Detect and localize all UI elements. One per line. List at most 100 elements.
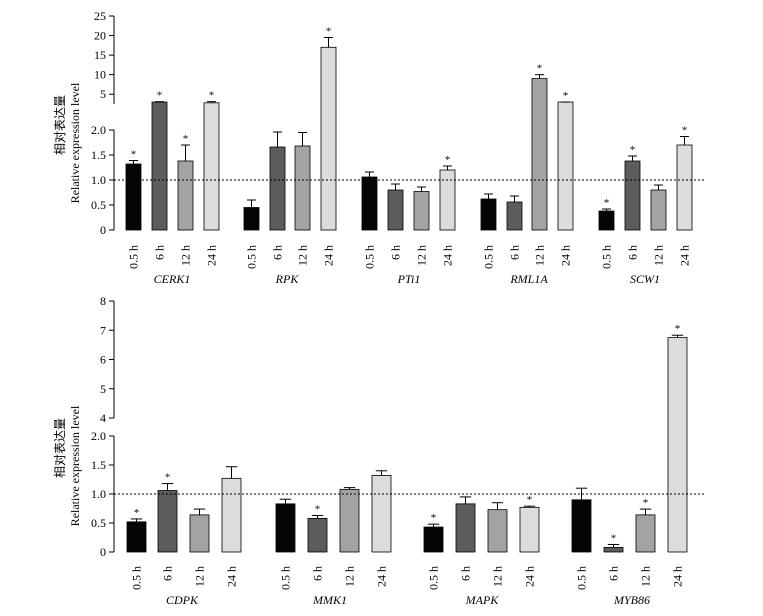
x-category-label: 6 h: [311, 566, 325, 581]
x-category-label: 6 h: [389, 245, 403, 260]
significance-star: *: [630, 144, 636, 156]
x-category-label: 6 h: [271, 245, 285, 260]
gene-label-CDPK: CDPK: [166, 593, 199, 607]
significance-star: *: [157, 90, 163, 102]
bar-CERK1-1: [151, 101, 168, 231]
x-category-label: 12 h: [491, 566, 505, 587]
x-category-label: 24 h: [441, 245, 455, 266]
y-tick-label: 15: [94, 48, 106, 62]
gene-label-SCW1: SCW1: [630, 272, 660, 286]
x-category-label: 24 h: [523, 566, 537, 587]
bar-RPK-0: [243, 207, 260, 231]
bar-CDPK-1: [157, 490, 178, 553]
y-axis-label-cn: 相对表达量: [53, 95, 67, 155]
y-axis-label-en: Relative expression level: [68, 82, 82, 203]
significance-star: *: [326, 26, 332, 38]
bar-RPK-3: [320, 46, 337, 231]
significance-star: *: [675, 323, 681, 335]
bar-RML1A-0: [480, 198, 497, 231]
bar-MYB86-3: [667, 337, 688, 553]
significance-star: *: [643, 497, 649, 509]
x-category-label: 12 h: [533, 245, 547, 266]
x-category-label: 12 h: [652, 245, 666, 266]
significance-star: *: [431, 512, 437, 524]
y-axis-label-en: Relative expression level: [68, 405, 82, 526]
y-tick-label: 1.5: [91, 458, 106, 472]
y-tick-label: 6: [100, 353, 106, 367]
x-category-label: 0.5 h: [130, 566, 144, 590]
x-category-label: 24 h: [559, 245, 573, 266]
x-category-label: 6 h: [626, 245, 640, 260]
gene-label-PTi1: PTi1: [397, 272, 421, 286]
x-category-label: 0.5 h: [127, 245, 141, 269]
significance-star: *: [165, 472, 171, 484]
bar-CDPK-0: [126, 521, 147, 553]
gene-label-MMK1: MMK1: [312, 593, 347, 607]
y-tick-label: 10: [94, 68, 106, 82]
y-tick-label: 0.5: [91, 198, 106, 212]
significance-star: *: [134, 507, 140, 519]
bar-SCW1-2: [650, 189, 667, 231]
y-tick-label: 1.5: [91, 148, 106, 162]
bar-SCW1-1: [624, 160, 641, 231]
chart-panel-1: 0 0.5 1.0 1.5 2.0 5 10 15 20 25 相对表达量 Relative expr…: [53, 9, 706, 286]
gene-label-MAPK: MAPK: [465, 593, 500, 607]
bar-CERK1-0: [125, 163, 142, 231]
bar-MYB86-2: [635, 514, 656, 553]
y-tick-label: 25: [94, 9, 106, 23]
bar-RML1A-1: [506, 201, 523, 231]
x-category-label: 24 h: [375, 566, 389, 587]
x-category-label: 24 h: [322, 245, 336, 266]
y-tick-label: 0.5: [91, 516, 106, 530]
bar-MAPK-3: [519, 506, 540, 553]
x-category-label: 0.5 h: [482, 245, 496, 269]
y-tick-label: 0: [100, 223, 106, 237]
x-category-label: 0.5 h: [575, 566, 589, 590]
bar-MAPK-1: [455, 503, 476, 553]
bar-MMK1-2: [339, 488, 360, 553]
y-axis-label-cn: 相对表达量: [53, 418, 67, 478]
y-tick-label: 5: [100, 382, 106, 396]
bar-CDPK-3: [221, 477, 242, 553]
y-tick-label: 5: [100, 87, 106, 101]
significance-star: *: [527, 494, 533, 506]
x-category-label: 12 h: [193, 566, 207, 587]
significance-star: *: [315, 503, 321, 515]
x-category-label: 12 h: [639, 566, 653, 587]
x-category-label: 12 h: [296, 245, 310, 266]
gene-label-CERK1: CERK1: [154, 272, 191, 286]
x-category-label: 6 h: [459, 566, 473, 581]
bar-SCW1-0: [598, 210, 615, 231]
bar-MYB86-0: [571, 499, 592, 553]
bar-RPK-2: [294, 145, 311, 231]
x-category-label: 24 h: [671, 566, 685, 587]
significance-star: *: [445, 154, 451, 166]
x-category-label: 0.5 h: [600, 245, 614, 269]
bar-MYB86-1: [603, 546, 624, 553]
chart-panel-2: 0 0.5 1.0 1.5 2.0 4 5 6 7 8 相对表达量 Relative expressi…: [53, 294, 706, 607]
bar-MAPK-0: [423, 526, 444, 553]
x-category-label: 24 h: [205, 245, 219, 266]
x-category-label: 0.5 h: [363, 245, 377, 269]
y-tick-label: 20: [94, 29, 106, 43]
significance-star: *: [604, 197, 610, 209]
bar-CDPK-2: [189, 514, 210, 553]
significance-star: *: [682, 125, 688, 137]
bar-CERK1-3: [203, 102, 220, 231]
gene-label-RPK: RPK: [275, 272, 300, 286]
significance-star: *: [563, 90, 569, 102]
x-category-label: 0.5 h: [279, 566, 293, 590]
bar-PTi1-0: [361, 176, 378, 231]
x-category-label: 24 h: [678, 245, 692, 266]
bar-PTi1-2: [413, 191, 430, 231]
gene-label-RML1A: RML1A: [509, 272, 548, 286]
significance-star: *: [537, 63, 543, 75]
bar-MMK1-0: [275, 503, 296, 553]
x-category-label: 0.5 h: [427, 566, 441, 590]
bar-RML1A-2: [531, 78, 548, 231]
y-tick-label: 2.0: [91, 123, 106, 137]
y-tick-label: 1.0: [91, 173, 106, 187]
significance-star: *: [209, 90, 215, 102]
x-category-label: 12 h: [179, 245, 193, 266]
